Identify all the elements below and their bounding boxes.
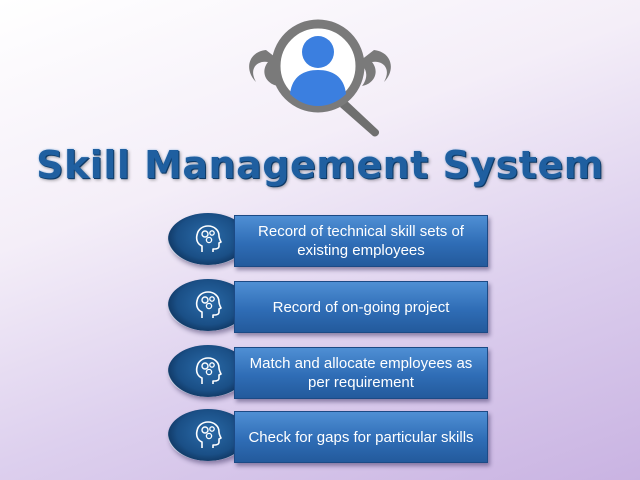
item-label-box: Record of technical skill sets of existi… — [234, 215, 488, 267]
item-label-box: Check for gaps for particular skills — [234, 411, 488, 463]
item-label-box: Match and allocate employees as per requ… — [234, 347, 488, 399]
right-wing-decoration — [356, 50, 391, 86]
person-head — [302, 36, 334, 68]
head-gears-icon — [195, 225, 222, 252]
person-search-icon — [249, 19, 391, 137]
item-label-box: Record of on-going project — [234, 281, 488, 333]
list-item-4: Check for gaps for particular skills — [166, 409, 490, 465]
item-label: Match and allocate employees as per requ… — [249, 355, 473, 391]
head-gears-icon — [195, 291, 222, 318]
head-gears-icon — [195, 357, 222, 384]
page-title: Skill Management System — [36, 143, 604, 187]
list-item-3: Match and allocate employees as per requ… — [166, 345, 490, 401]
item-label: Record of on-going project — [272, 298, 450, 316]
item-label: Check for gaps for particular skills — [248, 428, 474, 446]
item-label: Record of technical skill sets of existi… — [258, 223, 464, 259]
head-gears-icon — [195, 421, 222, 448]
list-item-2: Record of on-going project — [166, 279, 490, 335]
person-body — [290, 70, 346, 106]
list-item-1: Record of technical skill sets of existi… — [166, 213, 490, 269]
magnifier-handle — [340, 100, 380, 137]
